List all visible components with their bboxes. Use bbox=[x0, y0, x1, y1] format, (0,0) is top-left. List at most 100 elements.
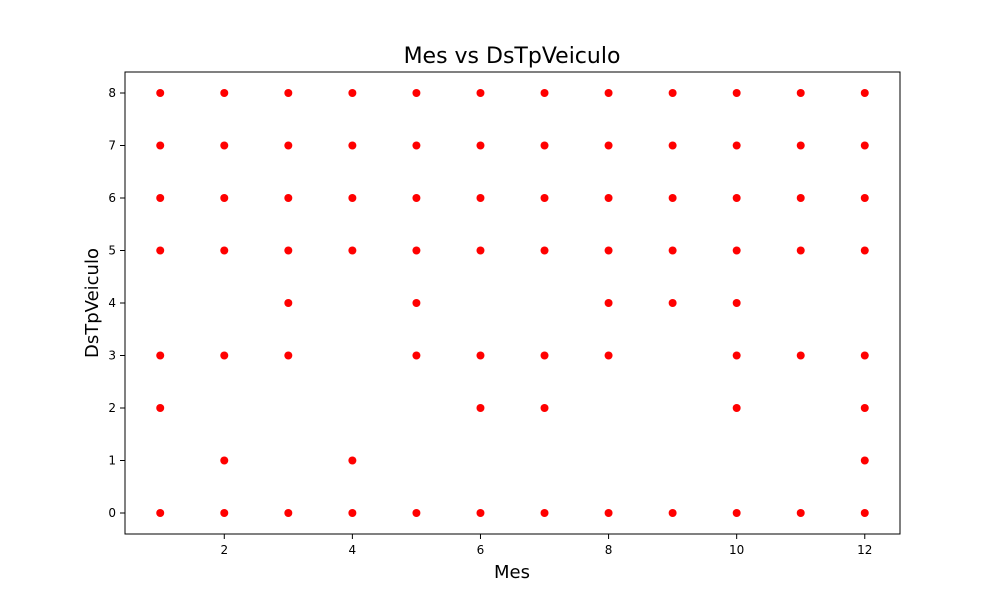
scatter-point bbox=[540, 246, 549, 255]
scatter-point bbox=[540, 351, 549, 360]
scatter-point bbox=[540, 141, 549, 150]
scatter-point bbox=[732, 141, 741, 150]
scatter-point bbox=[476, 351, 485, 360]
scatter-point bbox=[476, 141, 485, 150]
x-tick-label: 10 bbox=[729, 543, 744, 557]
scatter-point bbox=[860, 509, 869, 517]
scatter-point bbox=[540, 404, 549, 412]
scatter-point bbox=[220, 246, 229, 255]
y-axis-label: DsTpVeiculo bbox=[82, 248, 103, 358]
scatter-point bbox=[668, 89, 677, 97]
scatter-point bbox=[796, 194, 805, 202]
y-tick-label: 0 bbox=[108, 506, 116, 520]
scatter-point bbox=[604, 194, 613, 202]
y-tick-label: 2 bbox=[108, 401, 116, 415]
x-tick-label: 6 bbox=[477, 543, 485, 557]
scatter-point bbox=[668, 509, 677, 517]
scatter-point bbox=[284, 509, 293, 517]
scatter-point bbox=[604, 351, 613, 360]
scatter-point bbox=[284, 299, 293, 307]
scatter-point bbox=[284, 194, 293, 202]
y-tick-label: 5 bbox=[108, 244, 116, 258]
x-axis-label: Mes bbox=[494, 562, 530, 583]
scatter-point bbox=[796, 351, 805, 360]
y-tick-label: 8 bbox=[108, 86, 116, 100]
scatter-point bbox=[412, 509, 421, 517]
scatter-point bbox=[412, 299, 421, 307]
scatter-point bbox=[732, 299, 741, 307]
y-tick-label: 6 bbox=[108, 191, 116, 205]
scatter-point bbox=[220, 509, 229, 517]
scatter-point bbox=[412, 89, 421, 97]
data-points bbox=[156, 89, 869, 517]
scatter-point bbox=[732, 246, 741, 255]
scatter-point bbox=[860, 456, 869, 465]
scatter-point bbox=[348, 194, 357, 202]
scatter-point bbox=[348, 246, 357, 255]
scatter-point bbox=[604, 89, 613, 97]
scatter-point bbox=[732, 194, 741, 202]
scatter-point bbox=[796, 89, 805, 97]
y-tick-label: 4 bbox=[108, 296, 116, 310]
scatter-point bbox=[604, 141, 613, 150]
scatter-point bbox=[156, 89, 165, 97]
scatter-point bbox=[732, 509, 741, 517]
scatter-point bbox=[796, 509, 805, 517]
scatter-point bbox=[732, 404, 741, 412]
scatter-point bbox=[668, 141, 677, 150]
y-tick-label: 3 bbox=[108, 349, 116, 363]
scatter-point bbox=[348, 89, 357, 97]
y-tick-label: 7 bbox=[108, 139, 116, 153]
scatter-point bbox=[156, 194, 165, 202]
scatter-point bbox=[860, 246, 869, 255]
scatter-point bbox=[860, 194, 869, 202]
scatter-point bbox=[412, 246, 421, 255]
scatter-point bbox=[412, 141, 421, 150]
x-tick-label: 4 bbox=[349, 543, 357, 557]
scatter-point bbox=[284, 246, 293, 255]
scatter-point bbox=[220, 456, 229, 465]
scatter-point bbox=[284, 141, 293, 150]
scatter-point bbox=[156, 246, 165, 255]
scatter-point bbox=[220, 194, 229, 202]
x-tick-label: 2 bbox=[220, 543, 228, 557]
scatter-point bbox=[284, 89, 293, 97]
scatter-point bbox=[476, 404, 485, 412]
scatter-point bbox=[156, 404, 165, 412]
scatter-point bbox=[156, 509, 165, 517]
scatter-point bbox=[220, 351, 229, 360]
scatter-point bbox=[348, 141, 357, 150]
scatter-point bbox=[348, 456, 357, 465]
scatter-point bbox=[540, 89, 549, 97]
scatter-point bbox=[860, 404, 869, 412]
scatter-point bbox=[796, 246, 805, 255]
scatter-point bbox=[220, 141, 229, 150]
x-tick-label: 12 bbox=[857, 543, 872, 557]
scatter-point bbox=[220, 89, 229, 97]
scatter-point bbox=[732, 351, 741, 360]
scatter-point bbox=[540, 194, 549, 202]
scatter-point bbox=[156, 141, 165, 150]
x-tick-label: 8 bbox=[605, 543, 613, 557]
scatter-point bbox=[668, 299, 677, 307]
scatter-point bbox=[860, 89, 869, 97]
scatter-point bbox=[796, 141, 805, 150]
chart-title: Mes vs DsTpVeiculo bbox=[404, 44, 621, 69]
scatter-point bbox=[860, 351, 869, 360]
scatter-point bbox=[668, 246, 677, 255]
scatter-point bbox=[476, 509, 485, 517]
scatter-point bbox=[668, 194, 677, 202]
scatter-point bbox=[476, 246, 485, 255]
plot-area-frame bbox=[124, 71, 901, 535]
scatter-point bbox=[412, 351, 421, 360]
scatter-point bbox=[604, 246, 613, 255]
scatter-point bbox=[284, 351, 293, 360]
scatter-point bbox=[412, 194, 421, 202]
scatter-point bbox=[732, 89, 741, 97]
scatter-point bbox=[476, 194, 485, 202]
scatter-point bbox=[156, 351, 165, 360]
scatter-point bbox=[476, 89, 485, 97]
scatter-point bbox=[604, 509, 613, 517]
